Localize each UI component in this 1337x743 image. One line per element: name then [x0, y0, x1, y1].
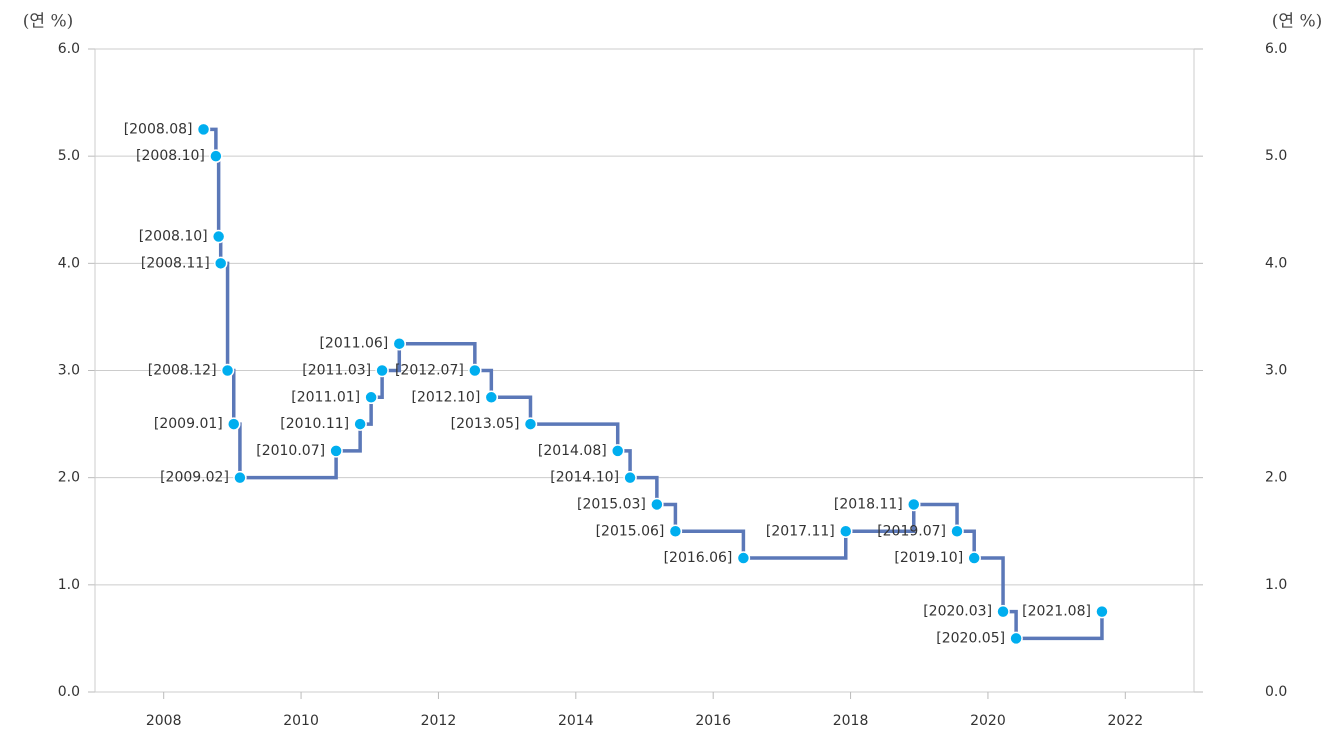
point — [839, 524, 853, 538]
y2-tick-label: 0.0 — [1265, 684, 1287, 700]
point-label: [2010.11] — [280, 416, 349, 432]
point — [220, 363, 235, 378]
point — [610, 444, 625, 458]
step-line — [675, 529, 746, 559]
y-tick-label: 5.0 — [58, 148, 80, 164]
step-line — [491, 395, 533, 425]
point — [484, 390, 499, 405]
x-tick-label: 2022 — [1107, 713, 1143, 729]
y2-tick-label: 2.0 — [1265, 470, 1287, 486]
point-label: [2009.01] — [154, 416, 223, 432]
step-line — [530, 422, 620, 451]
point — [650, 497, 664, 512]
point — [329, 444, 343, 458]
y-tick-label: 4.0 — [58, 255, 80, 271]
y-tick-label: 0.0 — [58, 684, 80, 700]
point — [907, 497, 921, 512]
point-label: [2008.10] — [136, 148, 205, 164]
y2-tick-label: 6.0 — [1265, 41, 1287, 57]
y2-axis-label: (연 %) — [1272, 12, 1322, 32]
point — [233, 470, 247, 485]
x-tick-label: 2010 — [283, 713, 319, 729]
x-tick-label: 2020 — [970, 713, 1006, 729]
point — [623, 470, 637, 485]
y-tick-label: 2.0 — [58, 470, 80, 486]
y2-tick-label: 4.0 — [1265, 255, 1287, 271]
y-tick-label: 1.0 — [58, 577, 80, 593]
point-label: [2008.08] — [124, 121, 193, 137]
x-tick-label: 2012 — [421, 713, 457, 729]
step-line — [215, 154, 221, 237]
point — [1009, 631, 1023, 646]
point-label: [2010.07] — [256, 443, 325, 459]
point-label: [2020.05] — [936, 630, 1005, 646]
point — [523, 417, 538, 431]
point-label: [2011.06] — [319, 336, 388, 352]
point-label: [2020.03] — [923, 604, 992, 620]
y-axis-label: (연 %) — [23, 12, 73, 32]
step-line — [233, 422, 242, 478]
step-line — [227, 368, 236, 425]
point-label: [2015.06] — [596, 523, 665, 539]
step-line — [220, 261, 230, 371]
point — [392, 336, 407, 351]
point — [353, 417, 367, 431]
point-label: [2008.11] — [141, 255, 210, 271]
step-line — [336, 424, 362, 453]
y-tick-label: 3.0 — [58, 363, 80, 379]
step-line — [630, 475, 659, 505]
point — [950, 524, 964, 538]
point-label: [2014.10] — [550, 470, 619, 486]
point — [226, 417, 241, 431]
point-label: [2012.07] — [395, 363, 464, 379]
point — [967, 551, 981, 565]
point-label: [2017.11] — [766, 523, 835, 539]
step-line — [399, 341, 477, 371]
point-label: [2012.10] — [411, 389, 480, 405]
point-label: [2009.02] — [160, 470, 229, 486]
point-label: [2008.12] — [148, 363, 217, 379]
point — [209, 149, 223, 163]
point — [196, 122, 211, 137]
y-tick-label: 6.0 — [58, 41, 80, 57]
x-tick-label: 2016 — [695, 713, 731, 729]
point-label: [2019.10] — [894, 550, 963, 566]
point — [668, 524, 683, 538]
x-tick-label: 2008 — [146, 713, 182, 729]
step-line — [239, 450, 338, 480]
x-tick-label: 2014 — [558, 713, 594, 729]
point — [213, 256, 228, 271]
point — [211, 229, 226, 244]
step-line — [974, 556, 1005, 612]
y2-tick-label: 3.0 — [1265, 363, 1287, 379]
point — [996, 604, 1010, 619]
point-label: [2019.07] — [877, 523, 946, 539]
point — [736, 551, 751, 565]
point — [375, 363, 389, 378]
point — [364, 390, 378, 405]
point-label: [2018.11] — [834, 496, 903, 512]
point — [1095, 604, 1109, 619]
x-tick-label: 2018 — [833, 713, 869, 729]
step-line — [913, 502, 959, 532]
step-line — [845, 504, 916, 533]
point-label: [2013.05] — [451, 416, 520, 432]
point — [468, 363, 482, 378]
point-label: [2014.08] — [538, 443, 607, 459]
point-label: [2011.03] — [302, 363, 371, 379]
y2-tick-label: 5.0 — [1265, 148, 1287, 164]
step-line — [743, 531, 848, 560]
point-label: [2021.08] — [1022, 604, 1091, 620]
step-line — [1016, 611, 1104, 641]
point-label: [2015.03] — [577, 496, 646, 512]
y2-tick-label: 1.0 — [1265, 577, 1287, 593]
point-label: [2008.10] — [139, 229, 208, 245]
point-label: [2011.01] — [291, 389, 360, 405]
point-label: [2016.06] — [664, 550, 733, 566]
